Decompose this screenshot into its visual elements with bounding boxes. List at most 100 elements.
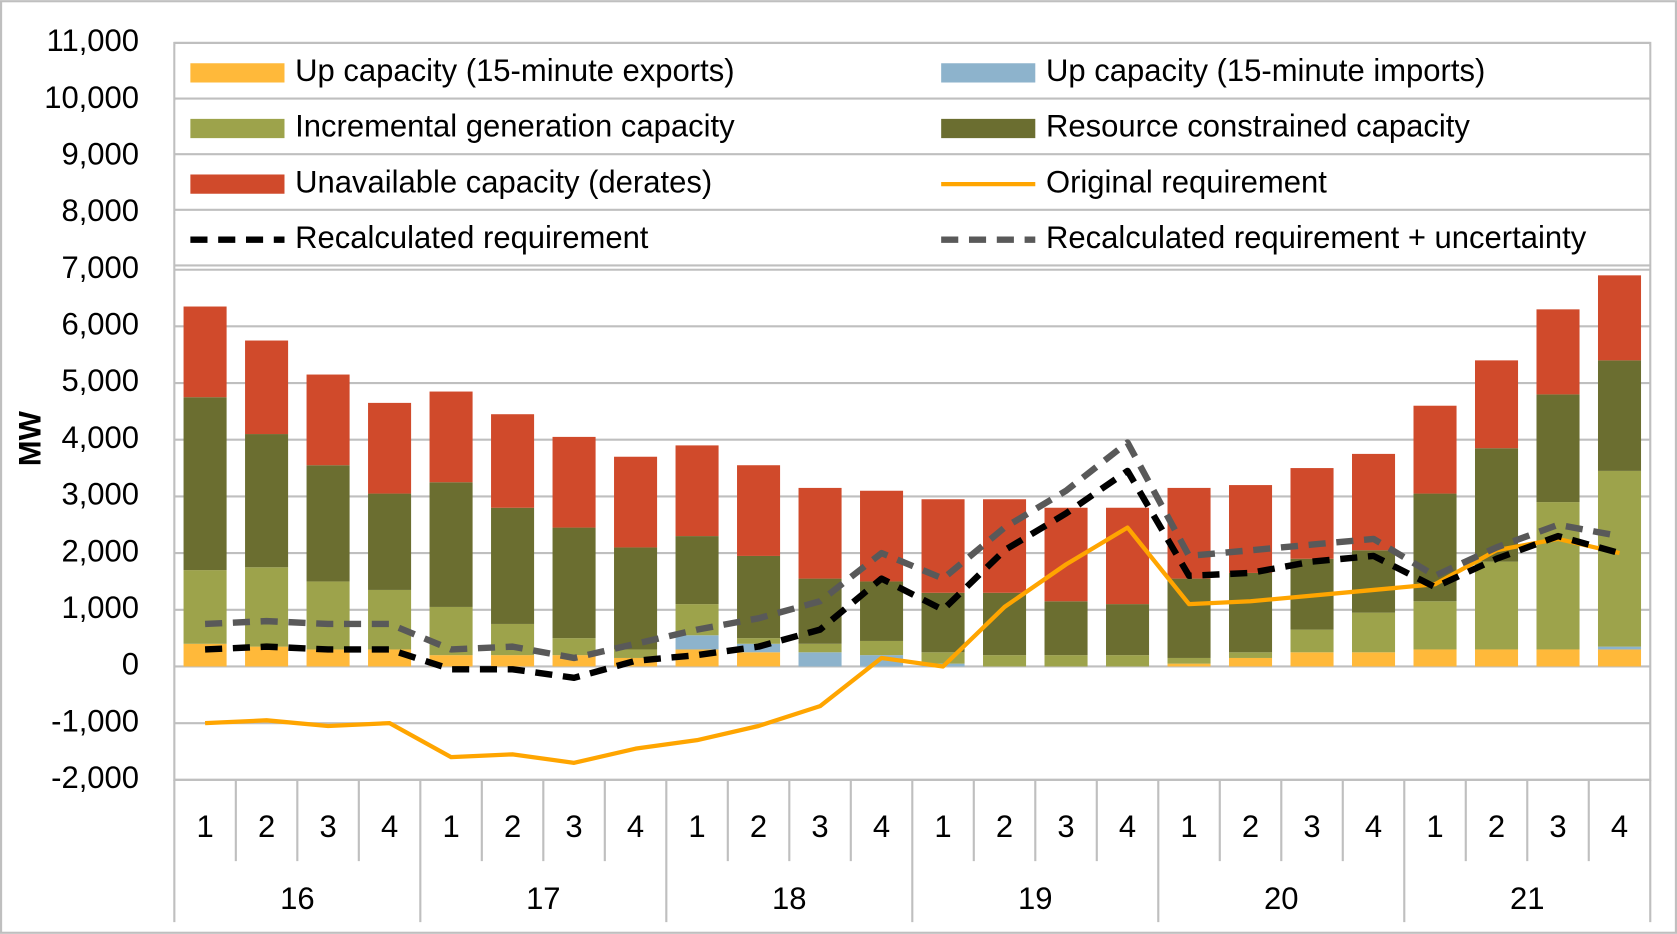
bar-segment — [1229, 572, 1273, 653]
bar-segment — [921, 499, 965, 593]
x-group-label: 18 — [772, 881, 806, 916]
bar-segment — [1474, 448, 1519, 562]
bar-segment — [798, 652, 842, 667]
bar-segment — [183, 306, 227, 398]
line-series — [204, 439, 1621, 662]
bar-segment — [552, 527, 596, 639]
legend-label: Recalculated requirement — [295, 220, 649, 255]
legend-swatch — [190, 118, 285, 139]
legend-label: Incremental generation capacity — [295, 109, 735, 144]
x-tick-label: 1 — [1180, 809, 1197, 844]
y-tick-label: 4,000 — [61, 420, 139, 455]
bar-segment — [1474, 360, 1519, 449]
bar-segment — [737, 555, 781, 639]
y-tick-label: 2,000 — [61, 533, 139, 568]
bar-segment — [798, 487, 842, 579]
bar-segment — [1229, 652, 1273, 658]
x-group-label: 16 — [280, 881, 314, 916]
bar-segment — [491, 623, 535, 656]
bar-segment — [1597, 275, 1642, 361]
x-tick-label: 3 — [319, 809, 336, 844]
y-tick-label: 8,000 — [61, 193, 139, 228]
bar-segment — [183, 570, 227, 644]
bar-segment — [1597, 649, 1642, 667]
x-group-label: 21 — [1510, 881, 1544, 916]
line-series — [204, 467, 1621, 682]
bar-segment — [245, 340, 289, 435]
bar-segment — [1229, 657, 1273, 667]
x-tick-label: 2 — [504, 809, 521, 844]
legend-swatch — [190, 174, 285, 194]
bar-segment — [983, 592, 1027, 656]
bar-segment — [1474, 649, 1519, 667]
bar-segment — [1352, 550, 1396, 613]
bar-segment — [1167, 487, 1211, 579]
bar-segment — [1352, 453, 1396, 551]
line-series — [204, 525, 1620, 765]
bar-segment — [860, 581, 904, 641]
bar-segment — [614, 456, 658, 548]
legend-swatch — [941, 118, 1036, 139]
x-tick-label: 1 — [688, 809, 705, 844]
legend-box — [175, 46, 1650, 269]
bar-segment — [614, 657, 658, 667]
y-tick-label: -1,000 — [51, 703, 139, 738]
bar-segment — [1044, 655, 1088, 667]
bar-segment — [245, 567, 289, 647]
x-tick-label: 3 — [1057, 809, 1074, 844]
bar-segment — [921, 652, 965, 664]
bar-segment — [1536, 309, 1580, 395]
legend-swatch — [941, 63, 1036, 83]
bar-segment — [860, 655, 904, 667]
bar-segment — [614, 547, 658, 650]
bar-segment — [183, 397, 227, 571]
bar-segment — [737, 465, 781, 556]
y-axis-label: MW — [12, 410, 47, 466]
x-group-label: 17 — [526, 881, 560, 916]
bar-segment — [1290, 629, 1334, 653]
bar-segment — [1167, 663, 1211, 667]
bar-segment — [1597, 360, 1642, 471]
x-group-label: 19 — [1018, 881, 1052, 916]
bar-segment — [552, 638, 596, 656]
bar-segment — [306, 374, 350, 466]
x-tick-label: 2 — [750, 809, 767, 844]
bar-segment — [368, 402, 412, 494]
x-tick-label: 1 — [1426, 809, 1443, 844]
bar-segment — [798, 643, 842, 653]
bar-segment — [1106, 655, 1150, 667]
bar-segment — [429, 391, 473, 483]
x-tick-label: 3 — [811, 809, 828, 844]
bar-segment — [1106, 507, 1150, 605]
y-tick-label: 1,000 — [61, 590, 139, 625]
legend-label: Resource constrained capacity — [1046, 109, 1470, 144]
bar-segment — [491, 655, 535, 667]
legend-label: Original requirement — [1046, 164, 1327, 199]
bar-segment — [1352, 652, 1396, 667]
bar-segment — [306, 465, 350, 582]
bar-segment — [1474, 561, 1519, 650]
bar-segment — [737, 652, 781, 667]
x-tick-label: 1 — [934, 809, 951, 844]
bar-segment — [1413, 405, 1457, 494]
bar-segment — [1597, 470, 1642, 647]
x-tick-label: 3 — [1549, 809, 1566, 844]
x-group-label: 20 — [1264, 881, 1298, 916]
bar-segment — [1536, 649, 1580, 667]
bar-segment — [245, 646, 289, 667]
bar-segment — [368, 589, 412, 650]
bar-segment — [1352, 612, 1396, 653]
bar-segment — [1167, 578, 1211, 658]
y-tick-label: 11,000 — [47, 23, 140, 58]
bar-segment — [1106, 604, 1150, 656]
bar-segment — [306, 649, 350, 667]
bar-segment — [552, 436, 596, 528]
bar-segment — [429, 655, 473, 667]
bar-segment — [491, 507, 535, 624]
bar-segment — [614, 649, 658, 658]
legend-swatch — [190, 63, 285, 83]
x-tick-label: 4 — [873, 809, 890, 844]
y-tick-label: -2,000 — [51, 760, 139, 795]
x-tick-label: 2 — [1488, 809, 1505, 844]
